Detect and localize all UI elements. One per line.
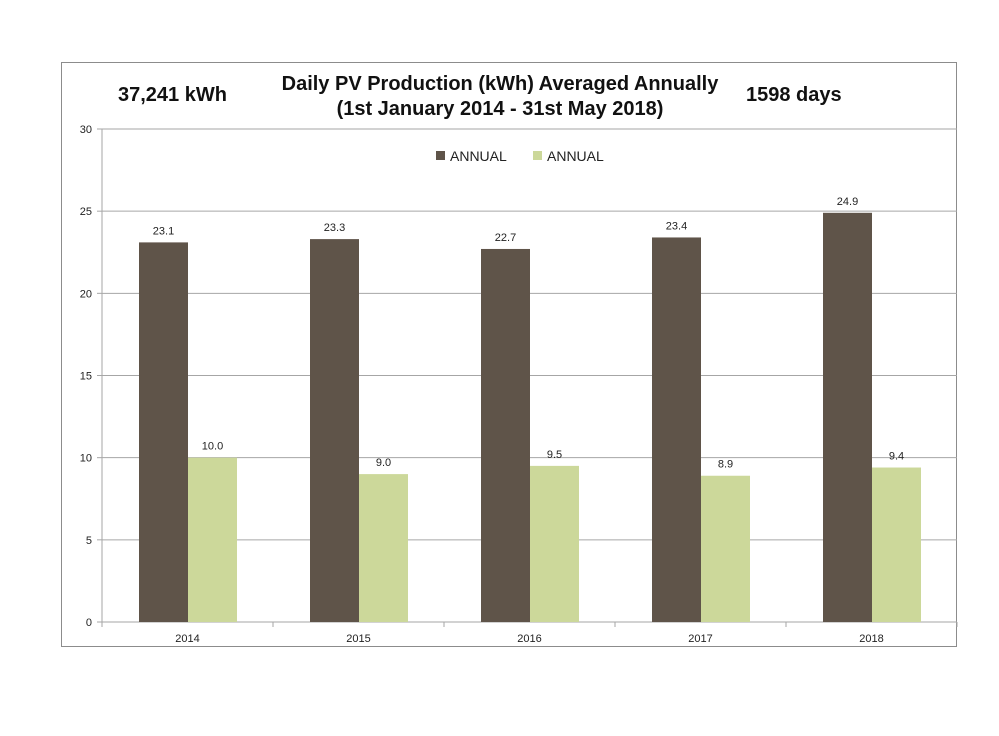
y-tick-label: 0 <box>86 617 92 629</box>
data-label: 10.0 <box>202 441 223 453</box>
data-label: 23.4 <box>666 220 687 232</box>
data-label: 23.1 <box>153 225 174 237</box>
chart-title: Daily PV Production (kWh) Averaged Annua… <box>250 72 750 122</box>
bar-dark <box>481 248 530 623</box>
bar-light <box>701 475 750 622</box>
y-tick-label: 15 <box>80 371 92 383</box>
y-tick-label: 20 <box>80 288 92 300</box>
x-tick-label: 2016 <box>517 633 541 645</box>
data-label: 8.9 <box>718 459 733 471</box>
y-tick-label: 5 <box>86 535 92 547</box>
chart-subtitle: (1st January 2014 - 31st May 2018) <box>336 98 664 120</box>
x-tick-label: 2015 <box>346 633 370 645</box>
data-label: 23.3 <box>324 222 345 234</box>
bar-dark <box>652 237 701 622</box>
y-tick-label: 10 <box>80 453 92 465</box>
chart-frame <box>61 62 957 647</box>
data-label: 9.4 <box>889 451 904 463</box>
x-tick-label: 2018 <box>859 633 883 645</box>
bar-dark <box>139 242 188 622</box>
legend-label: ANNUAL <box>547 148 604 164</box>
bar-dark <box>823 212 872 622</box>
data-label: 9.5 <box>547 449 562 461</box>
legend-label: ANNUAL <box>450 148 507 164</box>
bar-light <box>359 474 408 622</box>
y-tick-label: 25 <box>80 206 92 218</box>
bar-light <box>188 457 237 622</box>
legend-swatch <box>533 151 542 160</box>
legend-swatch <box>436 151 445 160</box>
data-label: 24.9 <box>837 196 858 208</box>
x-tick-label: 2017 <box>688 633 712 645</box>
total-energy: 37,241 kWh <box>118 84 227 106</box>
bar-light <box>872 467 921 622</box>
days-count: 1598 days <box>746 84 842 106</box>
bar-dark <box>310 239 359 622</box>
chart-title-line1: Daily PV Production (kWh) Averaged Annua… <box>281 73 719 95</box>
x-tick-label: 2014 <box>175 633 199 645</box>
y-tick-label: 30 <box>80 124 92 136</box>
bar-light <box>530 465 579 622</box>
data-label: 9.0 <box>376 457 391 469</box>
data-label: 22.7 <box>495 232 516 244</box>
